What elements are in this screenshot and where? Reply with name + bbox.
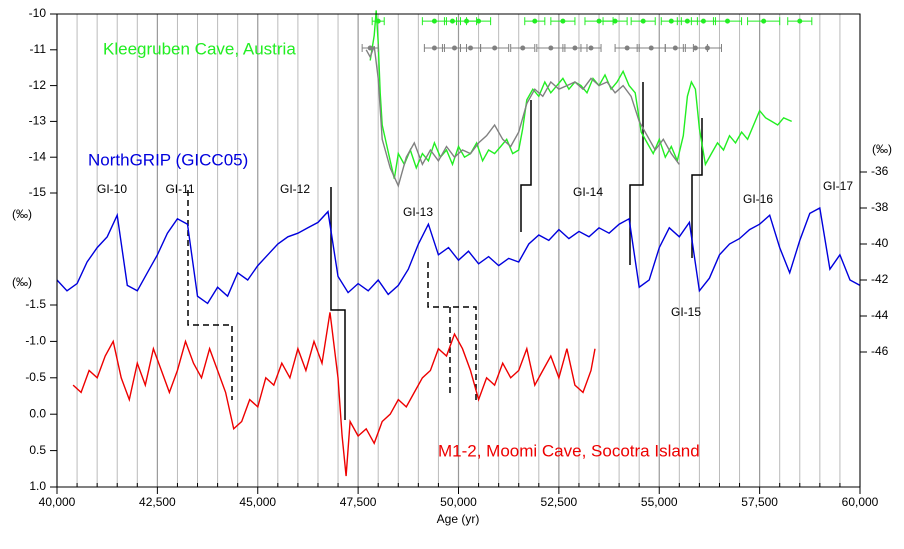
date-point bbox=[596, 18, 602, 24]
series-line bbox=[72, 312, 596, 477]
date-point bbox=[560, 18, 566, 24]
y-tick-label: -10 bbox=[29, 6, 47, 20]
series-label: NorthGRIP (GICC05) bbox=[88, 150, 248, 169]
tie-line bbox=[427, 262, 477, 400]
date-point bbox=[367, 45, 373, 51]
x-tick-label: 45,000 bbox=[239, 495, 276, 509]
series-line bbox=[56, 206, 861, 305]
plot-layer: 40,000 42,500 45,000 47,500 50,000 52,500 55,0… bbox=[25, 6, 888, 509]
y-tick-label: -46 bbox=[871, 344, 889, 358]
date-point bbox=[624, 45, 630, 51]
frame bbox=[56, 13, 861, 488]
date-point bbox=[520, 45, 526, 51]
y-tick-label: 0.0 bbox=[29, 406, 46, 420]
y-tick-label: -14 bbox=[29, 149, 47, 163]
date-point bbox=[548, 45, 554, 51]
date-point bbox=[761, 18, 767, 24]
annotation: GI-16 bbox=[743, 192, 773, 206]
x-tick-label: 57,500 bbox=[741, 495, 778, 509]
date-point bbox=[684, 18, 690, 24]
y-tick-label: -44 bbox=[871, 308, 889, 322]
date-point bbox=[476, 18, 482, 24]
y-tick-label: -1.5 bbox=[25, 297, 46, 311]
date-point bbox=[640, 18, 646, 24]
date-point bbox=[431, 18, 437, 24]
x-tick-label: 47,500 bbox=[340, 495, 377, 509]
x-tick-label: 52,500 bbox=[541, 495, 578, 509]
date-point bbox=[451, 45, 457, 51]
x-tick-label: 60,000 bbox=[842, 495, 879, 509]
annotation: GI-11 bbox=[165, 182, 194, 196]
tie-line bbox=[520, 100, 532, 232]
tie-lines bbox=[187, 82, 703, 420]
annotation: GI-14 bbox=[573, 185, 603, 199]
y-tick-label: -38 bbox=[871, 200, 889, 214]
series-line bbox=[365, 45, 680, 188]
y-axis-label: (‰) bbox=[872, 142, 892, 156]
date-point bbox=[672, 45, 678, 51]
series-label: M1-2, Moomi Cave, Socotra Island bbox=[438, 441, 700, 460]
y-tick-label: -12 bbox=[29, 78, 47, 92]
y-tick-label: -15 bbox=[29, 185, 47, 199]
date-point bbox=[492, 45, 498, 51]
y-tick-label: -36 bbox=[871, 164, 889, 178]
date-point bbox=[648, 45, 654, 51]
x-tick-label: 50,000 bbox=[440, 495, 477, 509]
y-tick-label: 0.5 bbox=[29, 443, 46, 457]
date-point bbox=[700, 18, 706, 24]
tie-line bbox=[330, 187, 346, 420]
y-axis-label: (‰) bbox=[12, 207, 32, 221]
x-tick-label: 40,000 bbox=[39, 495, 76, 509]
y-tick-label: -42 bbox=[871, 272, 889, 286]
y-tick-label: -13 bbox=[29, 114, 47, 128]
date-point bbox=[668, 18, 674, 24]
date-point bbox=[725, 18, 731, 24]
y-tick-label: -11 bbox=[30, 42, 47, 56]
annotation: GI-17 bbox=[823, 179, 853, 193]
annotation: GI-10 bbox=[97, 182, 127, 196]
series-label: Kleegruben Cave, Austria bbox=[103, 39, 296, 58]
x-tick-label: 42,500 bbox=[139, 495, 176, 509]
date-point bbox=[704, 45, 710, 51]
annotation: GI-12 bbox=[280, 182, 310, 196]
annotation: GI-15 bbox=[671, 305, 701, 319]
date-point bbox=[797, 18, 803, 24]
y-tick-label: -1.0 bbox=[25, 334, 46, 348]
date-point bbox=[588, 45, 594, 51]
x-tick-label: 55,000 bbox=[641, 495, 678, 509]
y-tick-label: 1.0 bbox=[29, 479, 46, 493]
date-point bbox=[375, 18, 381, 24]
date-point bbox=[449, 18, 455, 24]
date-point bbox=[572, 45, 578, 51]
annotation: GI-13 bbox=[403, 205, 433, 219]
y-tick-label: -40 bbox=[871, 236, 889, 250]
date-point bbox=[612, 18, 618, 24]
x-axis-label: Age (yr) bbox=[437, 512, 480, 526]
grid-layer bbox=[56, 14, 861, 487]
date-point bbox=[468, 45, 474, 51]
y-tick-label: -0.5 bbox=[25, 370, 46, 384]
date-point bbox=[532, 18, 538, 24]
date-point bbox=[431, 45, 437, 51]
y-axis-label: (‰) bbox=[12, 275, 32, 289]
